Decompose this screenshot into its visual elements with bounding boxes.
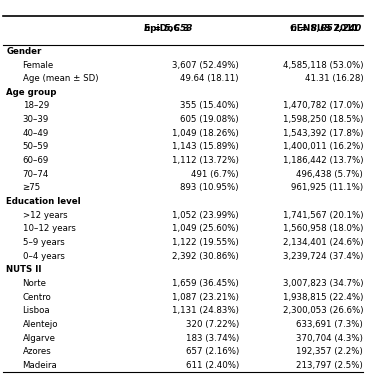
Text: 1,131 (24.83%): 1,131 (24.83%) [172,306,239,315]
Text: 60–69: 60–69 [23,156,49,165]
Text: Gender: Gender [6,47,42,56]
Text: Age group: Age group [6,88,57,97]
Text: 1,087 (23.21%): 1,087 (23.21%) [172,293,239,302]
Text: 1,112 (13.72%): 1,112 (13.72%) [172,156,239,165]
Text: 1,560,958 (18.0%): 1,560,958 (18.0%) [283,224,363,233]
Text: 5–9 years: 5–9 years [23,238,64,247]
Text: 4,585,118 (53.0%): 4,585,118 (53.0%) [283,60,363,70]
Text: 30–39: 30–39 [23,115,49,124]
Text: 50–59: 50–59 [23,142,49,151]
Text: 49.64 (18.11): 49.64 (18.11) [180,74,239,83]
Text: Azores: Azores [23,347,51,357]
Text: 1,049 (18.26%): 1,049 (18.26%) [172,129,239,138]
Text: 2,300,053 (26.6%): 2,300,053 (26.6%) [283,306,363,315]
Text: 496,438 (5.7%): 496,438 (5.7%) [296,170,363,179]
Text: Algarve: Algarve [23,334,56,343]
Text: 192,357 (2.2%): 192,357 (2.2%) [296,347,363,357]
Text: 633,691 (7.3%): 633,691 (7.3%) [296,320,363,329]
Text: 41.31 (16.28): 41.31 (16.28) [305,74,363,83]
Text: 893 (10.95%): 893 (10.95%) [180,183,239,192]
Text: 3,239,724 (37.4%): 3,239,724 (37.4%) [283,252,363,261]
Text: 320 (7.22%): 320 (7.22%) [186,320,239,329]
Text: 10–12 years: 10–12 years [23,224,75,233]
Text: 0–4 years: 0–4 years [23,252,64,261]
Text: 1,052 (23.99%): 1,052 (23.99%) [172,211,239,220]
Text: 1,543,392 (17.8%): 1,543,392 (17.8%) [283,129,363,138]
Text: 1,938,815 (22.4%): 1,938,815 (22.4%) [283,293,363,302]
Text: 657 (2.16%): 657 (2.16%) [186,347,239,357]
Text: 1,400,011 (16.2%): 1,400,011 (16.2%) [283,142,363,151]
Text: 605 (19.08%): 605 (19.08%) [180,115,239,124]
Text: 1,143 (15.89%): 1,143 (15.89%) [172,142,239,151]
Text: 213,797 (2.5%): 213,797 (2.5%) [296,361,363,370]
Text: Lisboa: Lisboa [23,306,50,315]
Text: 611 (2.40%): 611 (2.40%) [186,361,239,370]
Text: 70–74: 70–74 [23,170,49,179]
Text: Education level: Education level [6,197,81,206]
Text: n = 8,657,240: n = 8,657,240 [250,24,361,33]
Text: 40–49: 40–49 [23,129,49,138]
Text: Madeira: Madeira [23,361,57,370]
Text: 3,007,823 (34.7%): 3,007,823 (34.7%) [283,279,363,288]
Text: 1,470,782 (17.0%): 1,470,782 (17.0%) [283,102,363,110]
Text: Norte: Norte [23,279,46,288]
Text: 1,741,567 (20.1%): 1,741,567 (20.1%) [283,211,363,220]
Text: 961,925 (11.1%): 961,925 (11.1%) [291,183,363,192]
Text: 491 (6.7%): 491 (6.7%) [191,170,239,179]
Text: 1,659 (36.45%): 1,659 (36.45%) [172,279,239,288]
Text: Alentejo: Alentejo [23,320,58,329]
Text: 1,186,442 (13.7%): 1,186,442 (13.7%) [283,156,363,165]
Text: NUTS II: NUTS II [6,265,42,275]
Text: 3,607 (52.49%): 3,607 (52.49%) [172,60,239,70]
Text: 2,392 (30.86%): 2,392 (30.86%) [172,252,239,261]
Text: 2,134,401 (24.6%): 2,134,401 (24.6%) [283,238,363,247]
Text: 1,598,250 (18.5%): 1,598,250 (18.5%) [283,115,363,124]
Text: Age (mean ± SD): Age (mean ± SD) [23,74,98,83]
Text: 370,704 (4.3%): 370,704 (4.3%) [296,334,363,343]
Text: n = 5,653: n = 5,653 [119,24,192,33]
Text: Female: Female [23,60,54,70]
Text: 18–29: 18–29 [23,102,49,110]
Text: CENSUS 2011: CENSUS 2011 [290,24,361,33]
Text: >12 years: >12 years [23,211,67,220]
Text: EpiDoC 3: EpiDoC 3 [143,24,192,33]
Text: 355 (15.40%): 355 (15.40%) [180,102,239,110]
Text: ≥75: ≥75 [23,183,41,192]
Text: Centro: Centro [23,293,51,302]
Text: 1,049 (25.60%): 1,049 (25.60%) [172,224,239,233]
Text: 183 (3.74%): 183 (3.74%) [186,334,239,343]
Text: 1,122 (19.55%): 1,122 (19.55%) [172,238,239,247]
